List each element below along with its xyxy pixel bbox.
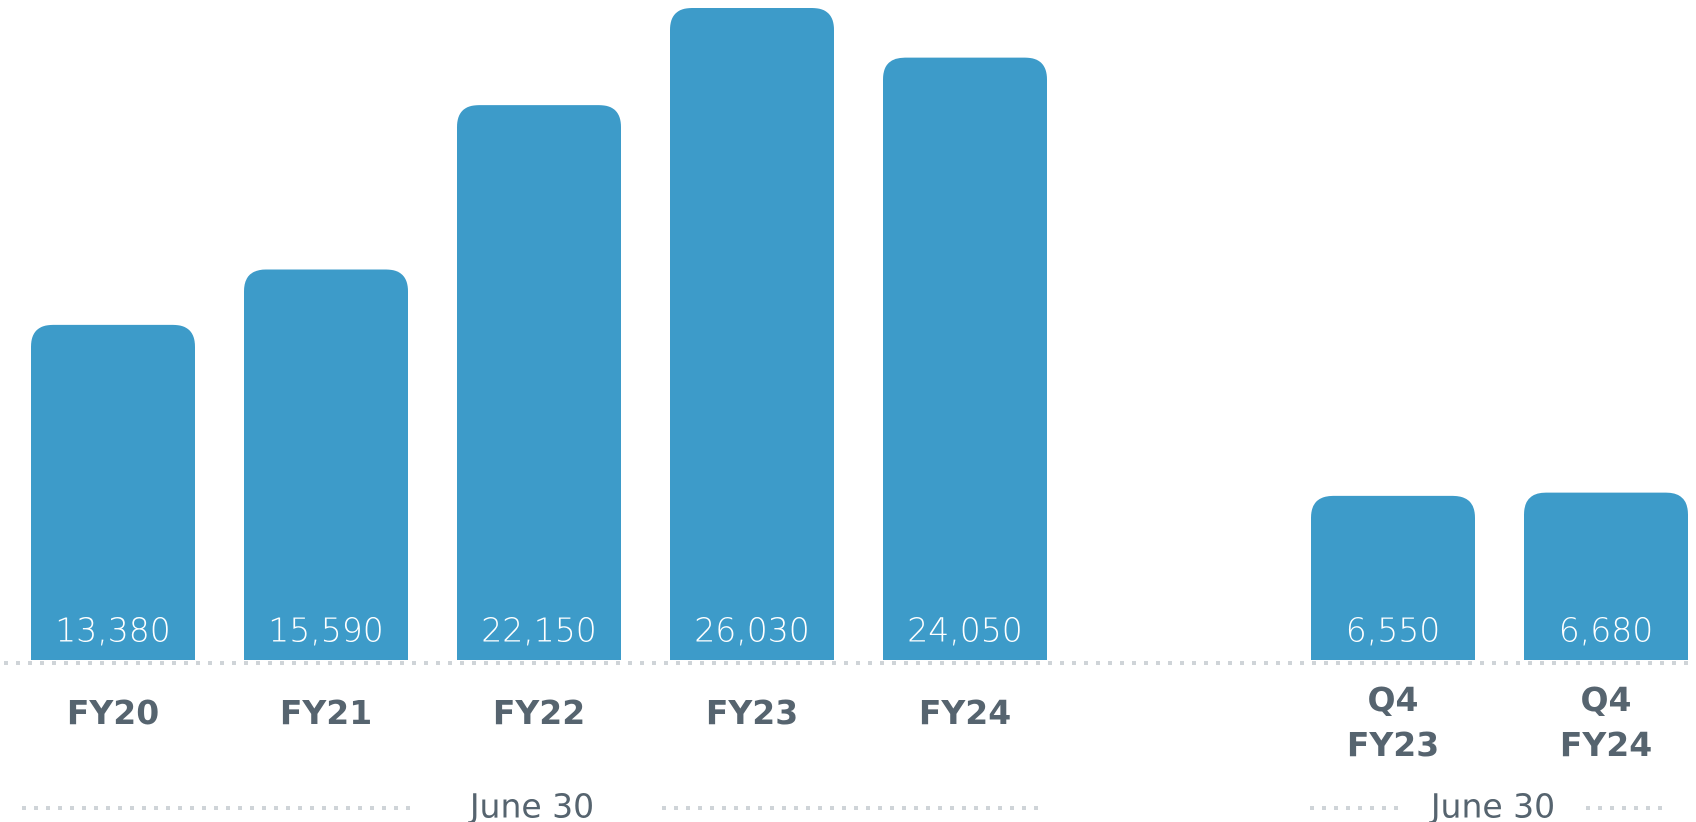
x-axis-label: June 30 bbox=[1429, 787, 1555, 822]
x-tick-label: FY22 bbox=[493, 693, 585, 732]
value-label: 24,050 bbox=[907, 611, 1022, 650]
bar bbox=[1524, 492, 1688, 660]
value-label: 15,590 bbox=[268, 611, 383, 650]
x-tick-label: FY24 bbox=[919, 693, 1011, 732]
bar bbox=[670, 8, 834, 660]
x-tick-label: Q4 FY23 bbox=[1347, 680, 1439, 764]
value-label: 13,380 bbox=[55, 611, 170, 650]
x-tick-label: Q4 FY24 bbox=[1560, 680, 1652, 764]
value-label: 6,550 bbox=[1346, 611, 1440, 650]
bar bbox=[31, 324, 195, 660]
x-tick-label: FY23 bbox=[706, 693, 798, 732]
x-tick-label: FY20 bbox=[67, 693, 159, 732]
value-label: 6,680 bbox=[1559, 611, 1653, 650]
x-axis-label: June 30 bbox=[468, 787, 594, 822]
bar bbox=[244, 269, 408, 660]
bar bbox=[457, 105, 621, 660]
value-label: 26,030 bbox=[694, 611, 809, 650]
bar bbox=[883, 57, 1047, 660]
x-tick-label: FY21 bbox=[280, 693, 372, 732]
bar bbox=[1311, 495, 1475, 660]
value-label: 22,150 bbox=[481, 611, 596, 650]
